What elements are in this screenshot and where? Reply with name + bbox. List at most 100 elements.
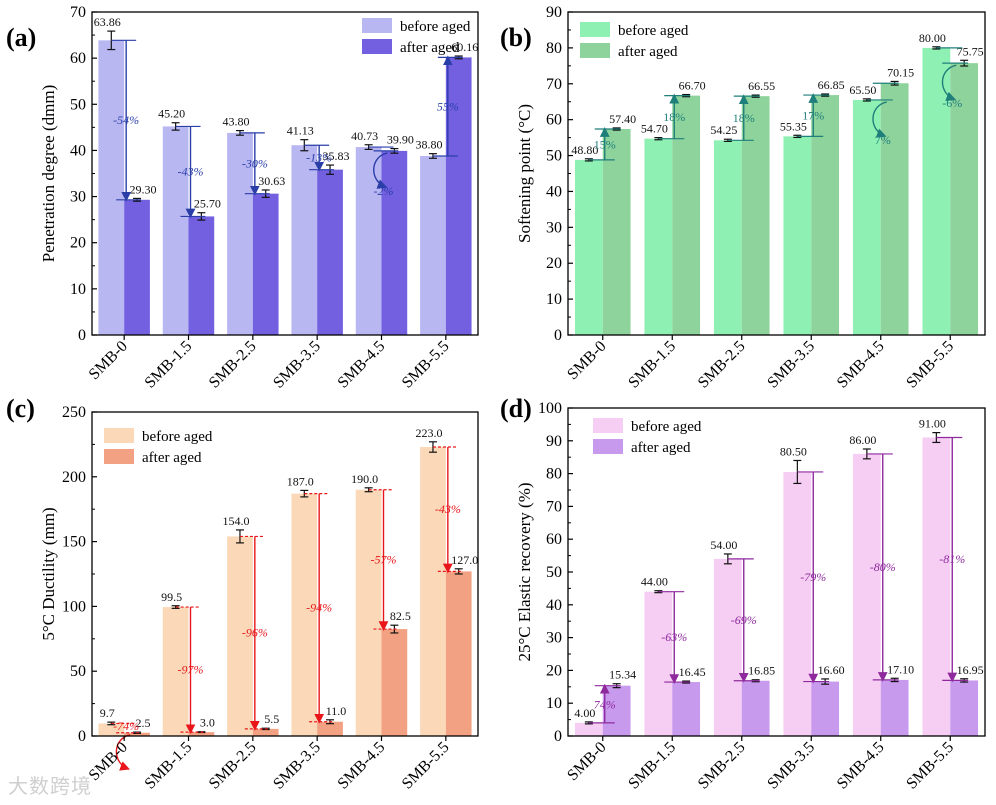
x-tick-label: SMB-5.5 [903,338,957,392]
legend-swatch [580,43,610,58]
data-label: 54.25 [710,123,737,137]
y-tick-label: 10 [70,281,86,298]
y-tick-label: 30 [70,189,86,206]
data-label: 9.7 [100,706,115,720]
change-label: -13% [306,150,332,164]
chart-panel-2: (c) 9.7 99.5 154.0 187.0 190.0 223.0 2.5 3.0 5.5 1… [6,394,479,793]
y-tick-label: 80 [546,466,562,483]
data-label: 63.86 [94,15,121,29]
bar-after-3 [317,169,343,335]
bar-after-0 [124,199,150,335]
y-axis-label: 5°C Ductility (mm) [39,507,58,640]
legend-label: after aged [618,44,678,60]
y-tick-label: 50 [546,564,562,581]
x-tick-label: SMB-3.5 [764,739,818,793]
bar-before-1 [644,591,673,736]
change-label: 18% [663,110,685,124]
data-label: 70.15 [887,65,914,79]
y-tick-label: 0 [554,327,562,344]
y-axis-label: 25°C Elastic recovery (%) [515,482,534,661]
data-label: 41.13 [287,124,314,138]
bar-before-4 [355,147,382,335]
data-label: 66.55 [748,79,775,93]
data-label: 223.0 [415,426,442,440]
y-tick-label: 20 [70,235,86,252]
legend-swatch [362,18,392,33]
y-tick-label: 60 [70,50,86,67]
x-tick-label: SMB-1.5 [141,338,195,392]
y-tick-label: 10 [546,695,562,712]
bar-after-2 [741,680,770,736]
y-tick-label: 90 [546,433,562,450]
data-label: 16.60 [818,663,845,677]
x-tick-label: SMB-0 [564,338,609,383]
bar-after-2 [252,728,279,736]
data-label: 44.00 [641,575,668,589]
bar-after-0 [602,128,631,335]
bar-after-4 [880,83,909,335]
change-label: 18% [733,111,755,125]
x-tick-label: SMB-0 [86,739,131,784]
change-label: -79% [800,570,826,584]
data-label: 39.90 [387,133,414,147]
x-tick-label: SMB-3.5 [764,338,818,392]
x-tick-label: SMB-3.5 [270,338,324,392]
data-label: 86.00 [849,433,876,447]
panel-label: (c) [6,394,35,423]
data-label: 80.00 [919,31,946,45]
y-tick-label: 40 [70,142,86,159]
change-label: -96% [242,626,268,640]
data-label: 40.73 [351,129,378,143]
data-label: 3.0 [200,716,215,730]
change-label: 55% [437,100,459,114]
bar-before-2 [713,558,742,736]
y-tick-label: 250 [62,404,86,421]
bar-before-1 [644,138,673,335]
bar-after-4 [381,150,408,335]
bar-after-1 [188,732,215,736]
x-tick-label: SMB-4.5 [834,739,888,793]
y-tick-label: 40 [546,183,562,200]
x-tick-label: SMB-2.5 [206,338,260,392]
data-label: 60.16 [451,40,478,54]
chart-panel-1: (b) 48.80 54.70 54.25 55.35 65.50 80.00 57.40 66… [500,4,986,392]
x-tick-label: SMB-5.5 [399,739,453,793]
bar-before-1 [162,126,189,335]
x-tick-label: SMB-0 [86,338,131,383]
y-tick-label: 70 [546,76,562,93]
change-label: -97% [178,663,204,677]
bar-before-3 [291,493,318,736]
x-tick-label: SMB-0 [564,739,609,784]
data-label: 43.80 [222,115,249,129]
data-label: 4.00 [574,706,595,720]
y-tick-label: 0 [78,728,86,745]
y-tick-label: 50 [70,96,86,113]
bar-before-4 [852,453,881,736]
data-label: 16.85 [748,664,775,678]
y-tick-label: 0 [554,728,562,745]
data-label: 75.75 [957,44,984,58]
y-tick-label: 20 [546,255,562,272]
bar-after-5 [950,63,979,336]
bar-after-1 [672,682,701,736]
legend-label: after aged [631,440,691,456]
bar-before-0 [574,722,603,736]
x-tick-label: SMB-3.5 [270,739,324,793]
bar-after-1 [672,95,701,335]
data-label: 5.5 [264,712,279,726]
legend-label: before aged [618,23,689,39]
bar-before-3 [291,145,318,335]
data-label: 35.83 [323,149,350,163]
x-tick-label: SMB-2.5 [695,739,749,793]
legend-label: before aged [400,19,471,35]
y-tick-label: 70 [546,498,562,515]
change-label: -30% [242,156,268,170]
change-label: -54% [113,113,139,127]
bar-before-4 [355,489,382,736]
y-tick-label: 50 [546,148,562,165]
x-tick-label: SMB-5.5 [903,739,957,793]
bar-after-2 [741,96,770,335]
bar-after-0 [124,732,150,736]
data-label: 16.95 [957,663,984,677]
